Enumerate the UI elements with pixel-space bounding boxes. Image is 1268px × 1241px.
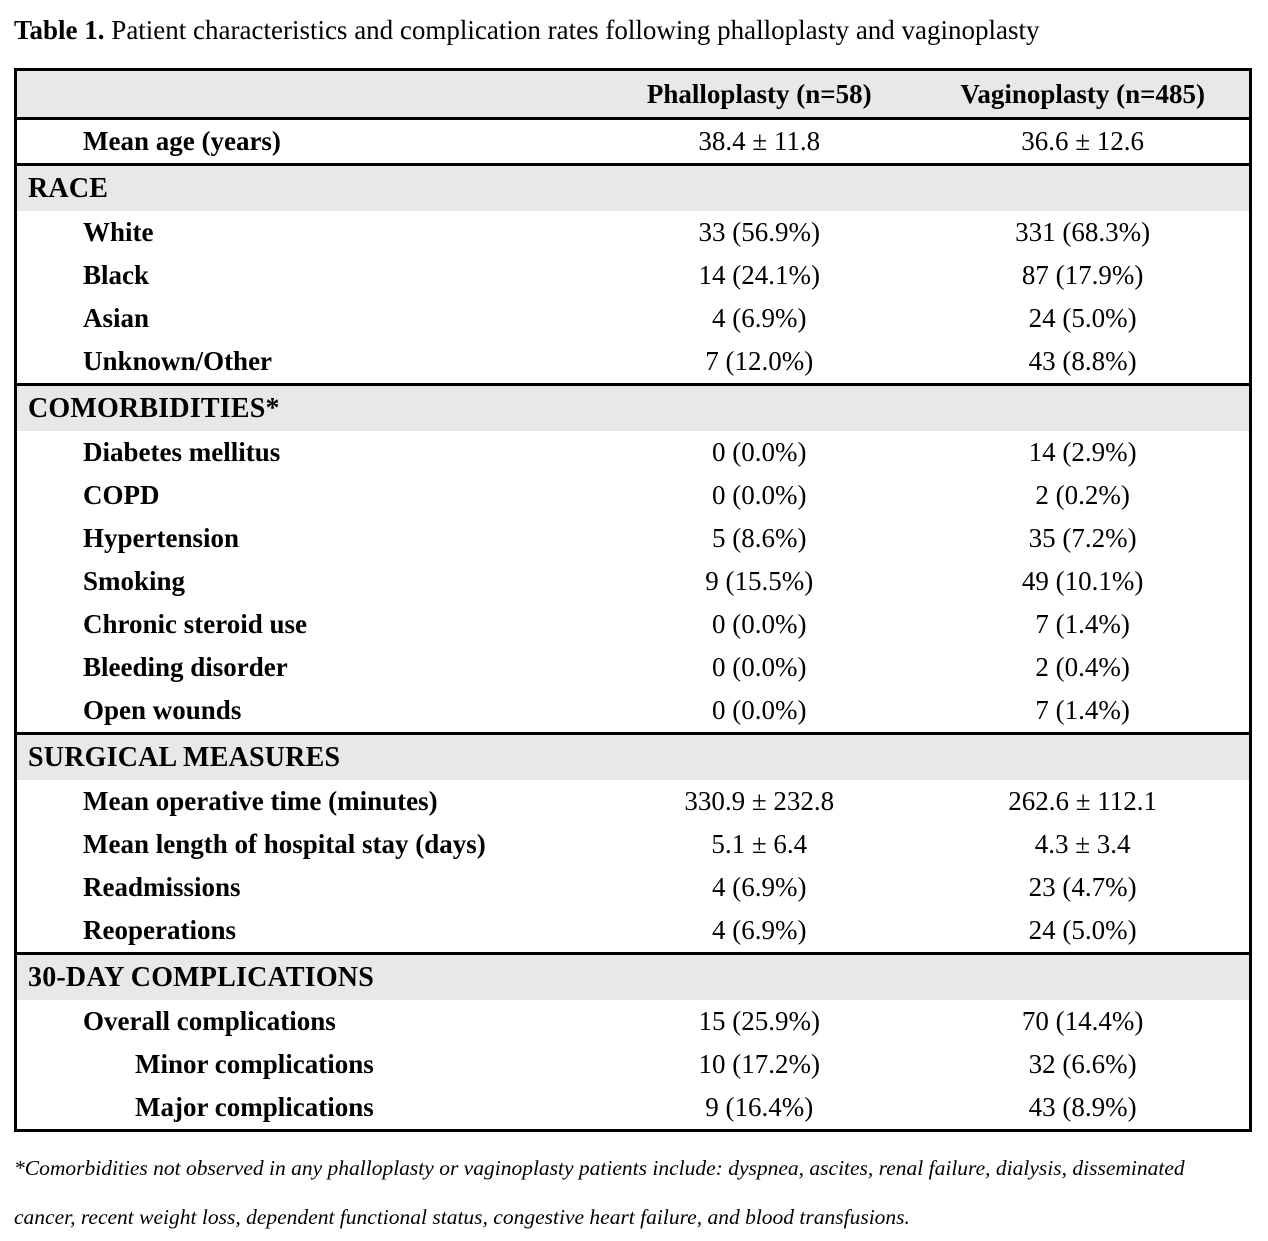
- row-label: Readmissions: [83, 872, 241, 903]
- table-row: Mean operative time (minutes) 330.9 ± 23…: [17, 780, 1249, 823]
- section-label: 30-DAY COMPLICATIONS: [28, 961, 374, 993]
- phalloplasty-value: 0 (0.0%): [712, 695, 807, 726]
- phalloplasty-value: 4 (6.9%): [712, 303, 807, 334]
- table-row: Bleeding disorder 0 (0.0%) 2 (0.4%): [17, 646, 1249, 689]
- table-row: Reoperations 4 (6.9%) 24 (5.0%): [17, 909, 1249, 956]
- row-label: Minor complications: [135, 1049, 374, 1080]
- vaginoplasty-value: 36.6 ± 12.6: [1021, 126, 1145, 157]
- table-header-row: Phalloplasty (n=58) Vaginoplasty (n=485): [17, 71, 1249, 121]
- table-footnote: *Comorbidities not observed in any phall…: [14, 1156, 1185, 1229]
- vaginoplasty-value: 43 (8.8%): [1028, 346, 1137, 377]
- table-title-number: Table 1.: [14, 15, 105, 45]
- vaginoplasty-value: 14 (2.9%): [1028, 437, 1137, 468]
- row-label: Overall complications: [83, 1006, 336, 1037]
- phalloplasty-value: 15 (25.9%): [698, 1006, 820, 1037]
- phalloplasty-value: 10 (17.2%): [698, 1049, 820, 1080]
- row-label: Reoperations: [83, 915, 236, 946]
- phalloplasty-value: 330.9 ± 232.8: [684, 786, 835, 817]
- page: Table 1. Patient characteristics and com…: [14, 14, 1252, 1229]
- row-label: Diabetes mellitus: [83, 437, 281, 468]
- phalloplasty-value: 0 (0.0%): [712, 437, 807, 468]
- row-label: Major complications: [135, 1092, 374, 1123]
- row-label: Black: [83, 260, 150, 291]
- table-row: Unknown/Other 7 (12.0%) 43 (8.8%): [17, 340, 1249, 387]
- phalloplasty-value: 4 (6.9%): [712, 915, 807, 946]
- phalloplasty-value: 4 (6.9%): [712, 872, 807, 903]
- vaginoplasty-value: 24 (5.0%): [1028, 915, 1137, 946]
- table-row: White 33 (56.9%) 331 (68.3%): [17, 211, 1249, 254]
- row-label: Bleeding disorder: [83, 652, 288, 683]
- row-label: Mean age (years): [83, 126, 281, 157]
- row-label: Hypertension: [83, 523, 240, 554]
- section-header-30-day-complications: 30-DAY COMPLICATIONS: [17, 955, 1249, 1001]
- table-title-text: Patient characteristics and complication…: [104, 15, 1040, 45]
- row-label: Mean operative time (minutes): [83, 786, 438, 817]
- section-label: RACE: [28, 172, 109, 204]
- vaginoplasty-value: 2 (0.4%): [1035, 652, 1130, 683]
- phalloplasty-value: 9 (16.4%): [705, 1092, 814, 1123]
- vaginoplasty-value: 262.6 ± 112.1: [1008, 786, 1158, 817]
- table-row: Chronic steroid use 0 (0.0%) 7 (1.4%): [17, 603, 1249, 646]
- table-row: Major complications 9 (16.4%) 43 (8.9%): [17, 1086, 1249, 1129]
- vaginoplasty-value: 87 (17.9%): [1021, 260, 1144, 291]
- vaginoplasty-value: 7 (1.4%): [1035, 609, 1130, 640]
- phalloplasty-value: 0 (0.0%): [712, 480, 807, 511]
- section-label: COMORBIDITIES*: [28, 392, 280, 424]
- row-label: Smoking: [83, 566, 186, 597]
- section-header-race: RACE: [17, 166, 1249, 212]
- table-row: Open wounds 0 (0.0%) 7 (1.4%): [17, 689, 1249, 736]
- table-row: Black 14 (24.1%) 87 (17.9%): [17, 254, 1249, 297]
- table-row: Minor complications 10 (17.2%) 32 (6.6%): [17, 1043, 1249, 1086]
- table-row: Readmissions 4 (6.9%) 23 (4.7%): [17, 866, 1249, 909]
- vaginoplasty-value: 23 (4.7%): [1028, 872, 1137, 903]
- phalloplasty-value: 0 (0.0%): [712, 652, 807, 683]
- phalloplasty-value: 0 (0.0%): [712, 609, 807, 640]
- row-label: White: [83, 217, 154, 248]
- table-row: Mean length of hospital stay (days) 5.1 …: [17, 823, 1249, 866]
- vaginoplasty-value: 49 (10.1%): [1021, 566, 1144, 597]
- patient-characteristics-table: Phalloplasty (n=58) Vaginoplasty (n=485)…: [14, 68, 1252, 1133]
- phalloplasty-value: 14 (24.1%): [698, 260, 820, 291]
- header-vaginoplasty: Vaginoplasty (n=485): [960, 78, 1205, 109]
- section-label: SURGICAL MEASURES: [28, 741, 341, 773]
- vaginoplasty-value: 32 (6.6%): [1028, 1049, 1137, 1080]
- vaginoplasty-value: 35 (7.2%): [1028, 523, 1137, 554]
- phalloplasty-value: 9 (15.5%): [705, 566, 814, 597]
- row-label: Chronic steroid use: [83, 609, 308, 640]
- phalloplasty-value: 5.1 ± 6.4: [711, 829, 808, 860]
- vaginoplasty-value: 331 (68.3%): [1015, 217, 1151, 248]
- table-row: Hypertension 5 (8.6%) 35 (7.2%): [17, 517, 1249, 560]
- header-phalloplasty: Phalloplasty (n=58): [646, 78, 872, 109]
- vaginoplasty-value: 2 (0.2%): [1035, 480, 1130, 511]
- table-row: Smoking 9 (15.5%) 49 (10.1%): [17, 560, 1249, 603]
- section-header-surgical-measures: SURGICAL MEASURES: [17, 735, 1249, 781]
- vaginoplasty-value: 70 (14.4%): [1021, 1006, 1144, 1037]
- table-row: Asian 4 (6.9%) 24 (5.0%): [17, 297, 1249, 340]
- table-row: COPD 0 (0.0%) 2 (0.2%): [17, 474, 1249, 517]
- row-label: Unknown/Other: [83, 346, 273, 377]
- section-header-comorbidities: COMORBIDITIES*: [17, 386, 1249, 432]
- table-title: Table 1. Patient characteristics and com…: [14, 14, 1252, 46]
- row-label: Asian: [83, 303, 150, 334]
- vaginoplasty-value: 7 (1.4%): [1035, 695, 1130, 726]
- table-row: Diabetes mellitus 0 (0.0%) 14 (2.9%): [17, 431, 1249, 474]
- phalloplasty-value: 33 (56.9%): [698, 217, 820, 248]
- phalloplasty-value: 38.4 ± 11.8: [698, 126, 821, 157]
- row-label: Mean length of hospital stay (days): [83, 829, 486, 860]
- vaginoplasty-value: 4.3 ± 3.4: [1034, 829, 1131, 860]
- row-label: Open wounds: [83, 695, 242, 726]
- phalloplasty-value: 5 (8.6%): [712, 523, 807, 554]
- table-row: Mean age (years) 38.4 ± 11.8 36.6 ± 12.6: [17, 120, 1249, 167]
- phalloplasty-value: 7 (12.0%): [705, 346, 814, 377]
- vaginoplasty-value: 43 (8.9%): [1028, 1092, 1137, 1123]
- row-label: COPD: [83, 480, 160, 511]
- table-row: Overall complications 15 (25.9%) 70 (14.…: [17, 1000, 1249, 1043]
- vaginoplasty-value: 24 (5.0%): [1028, 303, 1137, 334]
